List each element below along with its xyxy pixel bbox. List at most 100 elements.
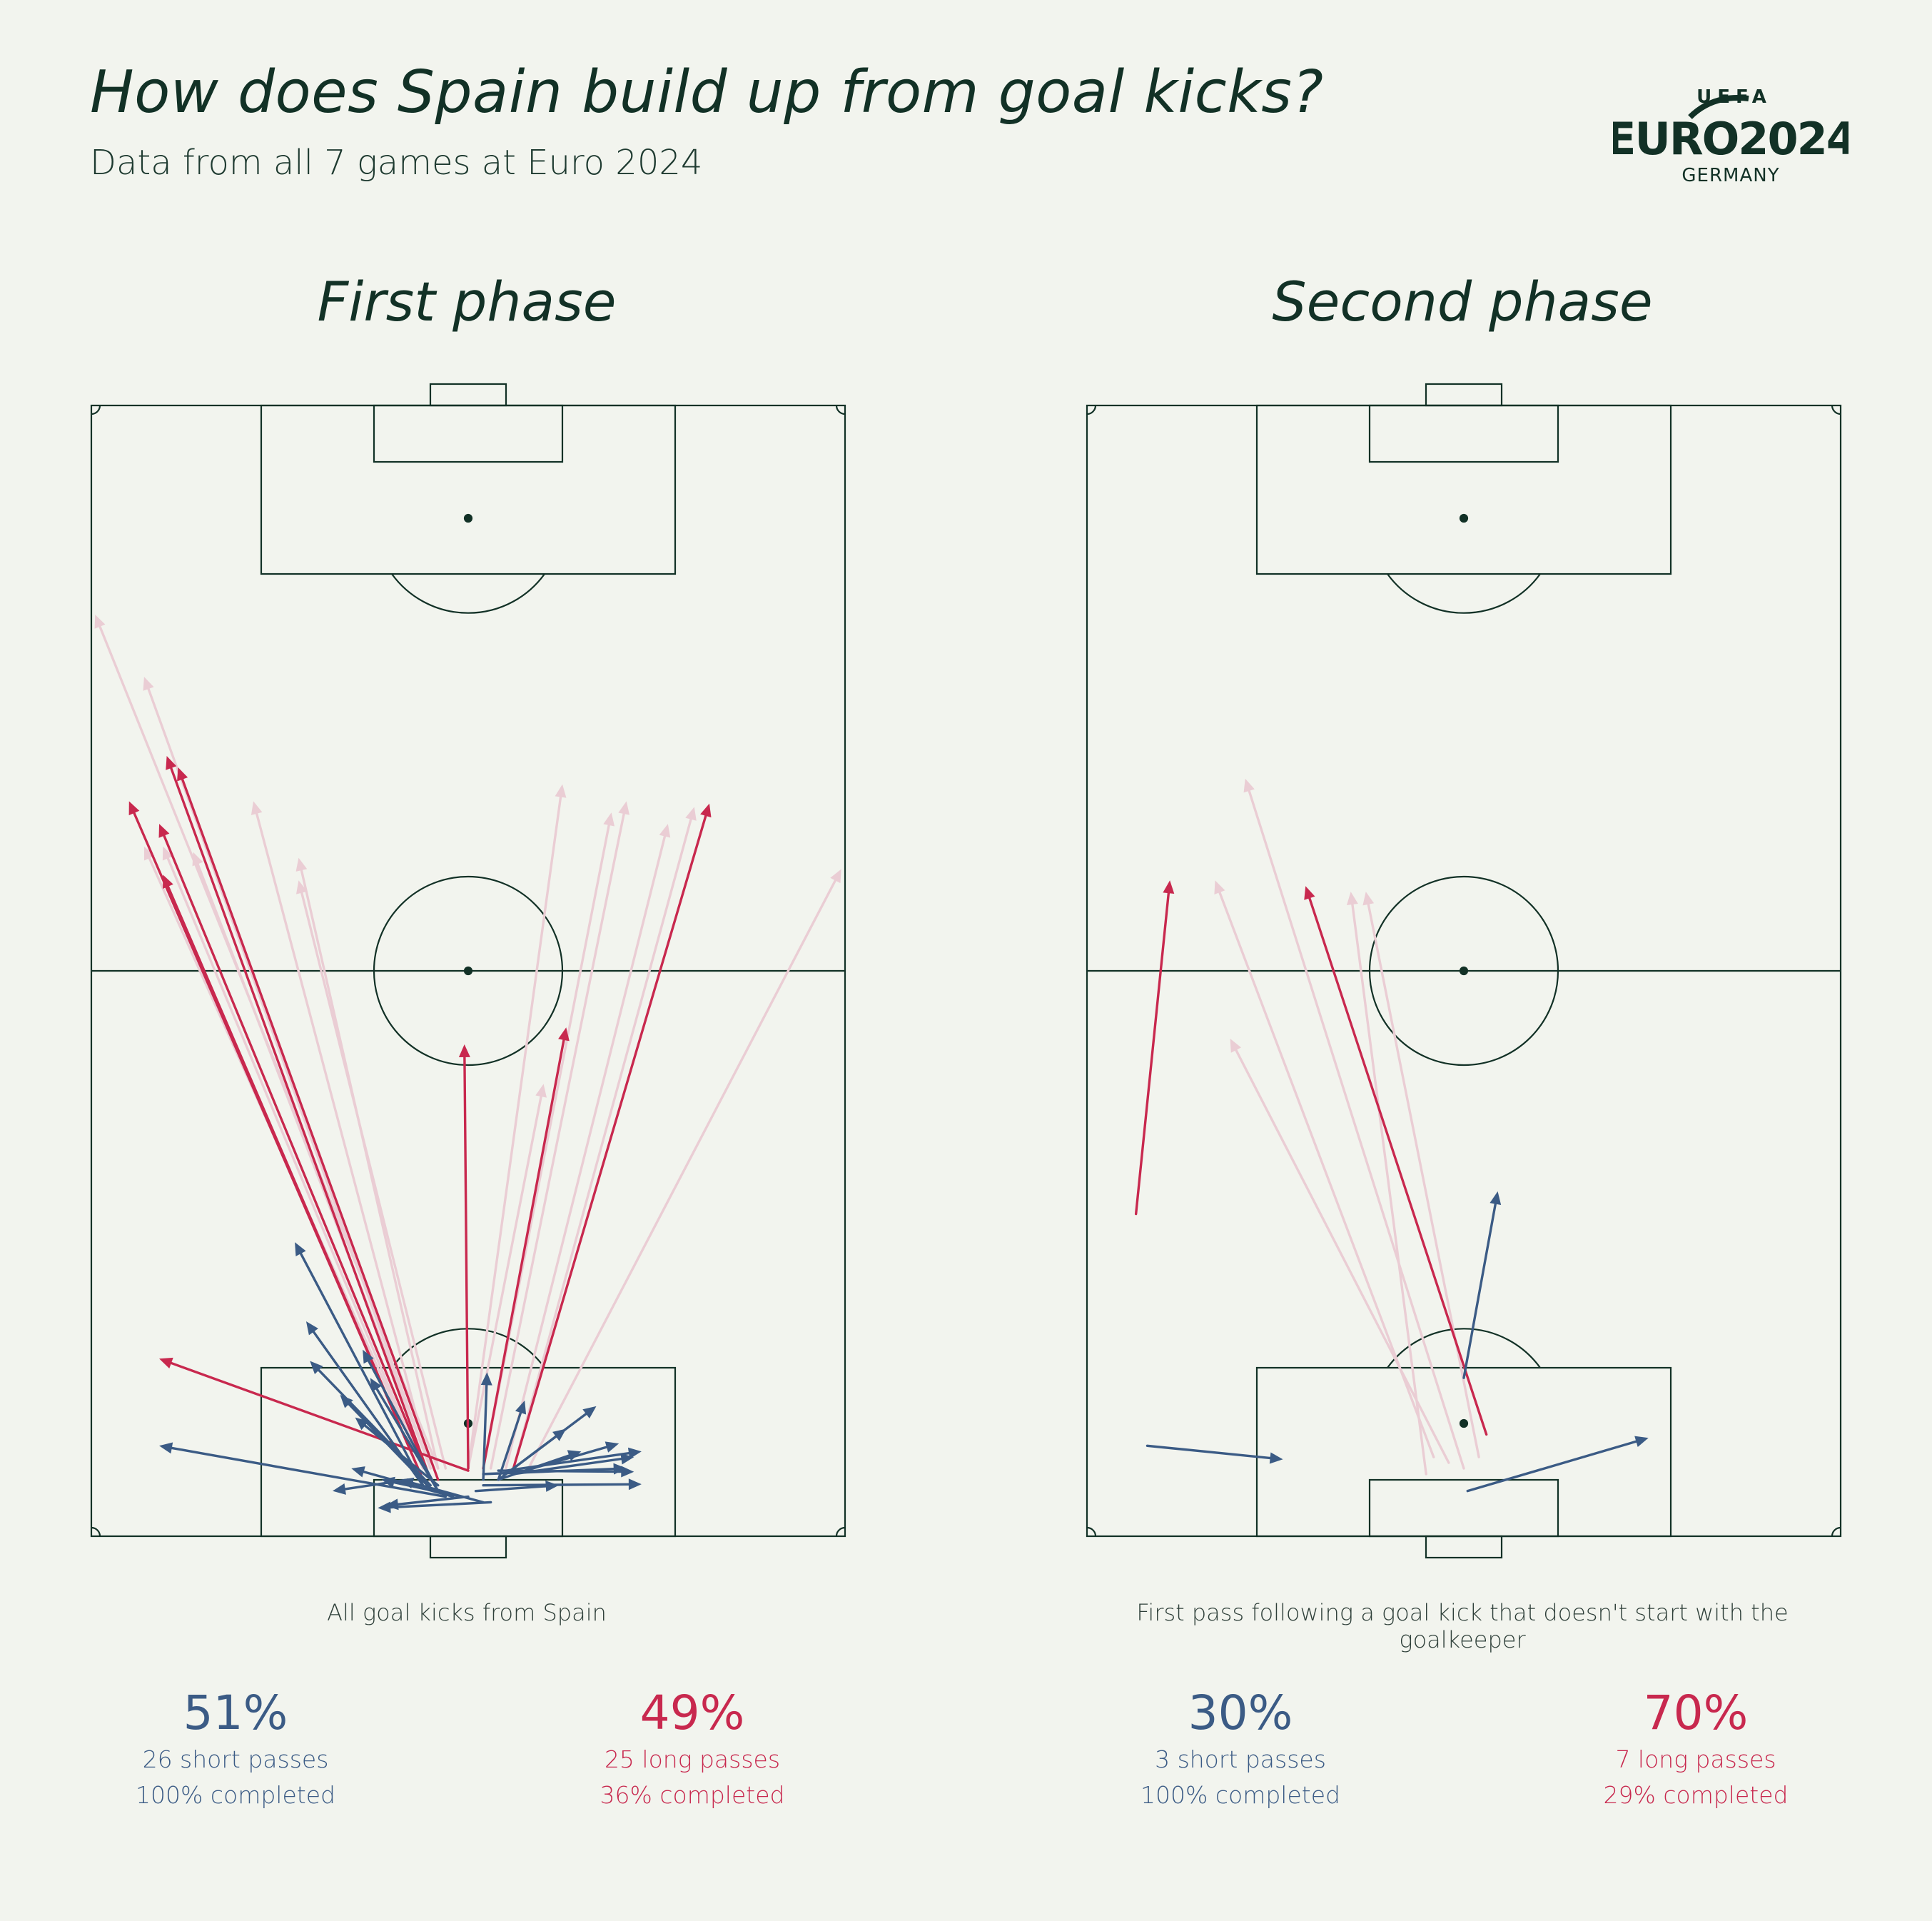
arrow-head [628,1478,642,1491]
arrow-head [1243,778,1255,793]
goal-area-bottom [1368,1478,1559,1538]
penalty-spot-top [1459,513,1469,523]
arrow-head [480,1372,492,1386]
centre-spot [1459,966,1469,976]
arrow-head [1490,1191,1502,1206]
arrow-head [385,1498,399,1511]
short-pass-arrow [480,1372,492,1481]
short-pass-arrow [1466,1436,1649,1493]
long-pass-arrow [166,756,432,1481]
arrow-head [515,1400,527,1415]
arrow-head [1163,880,1175,894]
short-pass-arrow [159,1442,447,1498]
arrow-head [128,801,140,816]
arrow-head [582,1406,597,1419]
long-pct: 49% [639,1685,745,1740]
arrow-head [700,803,712,818]
arrow-head [378,1501,391,1513]
long-pass-arrow [177,767,440,1481]
long-pass-arrow-incomplete [1230,1039,1450,1464]
penalty-area-top [260,404,677,575]
long-pass-arrow-incomplete [1214,880,1435,1458]
arrow-head [1362,892,1375,906]
penalty-area-top [1255,404,1672,575]
long-pass-arrow-incomplete [467,1084,547,1470]
arrow-head [685,807,697,821]
long-pass-arrow-incomplete [143,677,432,1470]
pitch-second-phase [1086,383,1842,1559]
phase-1-title: First phase [317,270,617,333]
euro2024-logo: UEFA EURO2024 GERMANY [1613,86,1848,186]
arrow-head [1304,886,1315,900]
short-count: 26 short passes [142,1745,329,1773]
arrow-head [340,1395,353,1408]
long-pass-arrow-incomplete [251,801,432,1470]
short-pass-arrow [355,1417,440,1487]
pitch-first-phase [90,383,846,1559]
long-pass-arrow-incomplete [192,852,432,1470]
goal-bottom [1425,1535,1503,1559]
phase-2-long-stat: 70% 7 long passes 29% completed [1517,1685,1874,1813]
arrow-head [627,1447,642,1459]
arrow-head [545,1480,559,1492]
centre-circle [373,875,564,1067]
arrow-head [458,1044,470,1058]
arrow-head [158,824,170,838]
long-pass-arrow-incomplete [512,807,697,1470]
arrow-head [295,857,308,872]
arrow-head [295,1242,306,1256]
long-pass-arrow-incomplete [1362,892,1480,1458]
page-title: How does Spain build up from goal kicks? [90,59,1324,126]
penalty-arc-bottom [1387,1328,1541,1368]
penalty-area-bottom [1255,1366,1672,1538]
centre-circle [1368,875,1559,1067]
arrow-head [143,677,154,691]
arrow-head [355,1417,369,1431]
long-pass-arrow-incomplete [296,880,447,1470]
arrow-head [251,801,263,815]
long-pass-arrow-incomplete [527,869,841,1470]
corner-arc [1086,405,1097,415]
arrow-head [620,1453,634,1465]
short-pass-arrow [363,1349,440,1493]
long-pct: 70% [1643,1685,1749,1740]
page-subtitle: Data from all 7 games at Euro 2024 [90,143,703,183]
long-pass-arrow-incomplete [505,824,671,1470]
long-pass-arrow-incomplete [1346,892,1427,1476]
long-count: 7 long passes [1615,1745,1776,1773]
arrow-head [535,1084,547,1098]
goal-area-top [373,404,564,463]
arrow-head [659,824,671,838]
long-count: 25 long passes [604,1745,781,1773]
short-pass-arrow [385,1495,470,1511]
penalty-spot-top [463,513,473,523]
goal-top [429,383,507,407]
short-pct: 51% [183,1685,288,1740]
phase-2-title: Second phase [1272,270,1653,333]
long-pass-arrow-incomplete [162,846,425,1470]
arrow-head [558,1027,570,1042]
long-completion: 36% completed [600,1781,785,1809]
pass-arrows [1134,778,1649,1493]
arrow-head [1214,880,1225,894]
corner-arc [1831,405,1841,415]
short-pass-arrow [474,1480,559,1493]
short-pass-arrow [310,1361,432,1487]
long-pass-arrow-incomplete [1243,778,1465,1470]
arrow-head [159,1442,173,1454]
short-count: 3 short passes [1155,1745,1326,1773]
long-pass-arrow [158,824,432,1481]
pass-arrows [94,615,841,1513]
short-pass-arrow [512,1441,619,1476]
arrow-head [1634,1436,1649,1447]
long-completion: 29% completed [1603,1781,1789,1809]
phase-1-short-stat: 51% 26 short passes 100% completed [57,1685,414,1813]
short-pct: 30% [1188,1685,1293,1740]
arrow-head [94,615,106,629]
arrow-head [370,1378,382,1392]
arrow-head [1230,1039,1241,1053]
short-pass-arrow [295,1242,425,1487]
arrow-head [296,880,308,894]
short-pass-arrow [370,1378,440,1493]
long-pass-arrow [1304,886,1488,1436]
